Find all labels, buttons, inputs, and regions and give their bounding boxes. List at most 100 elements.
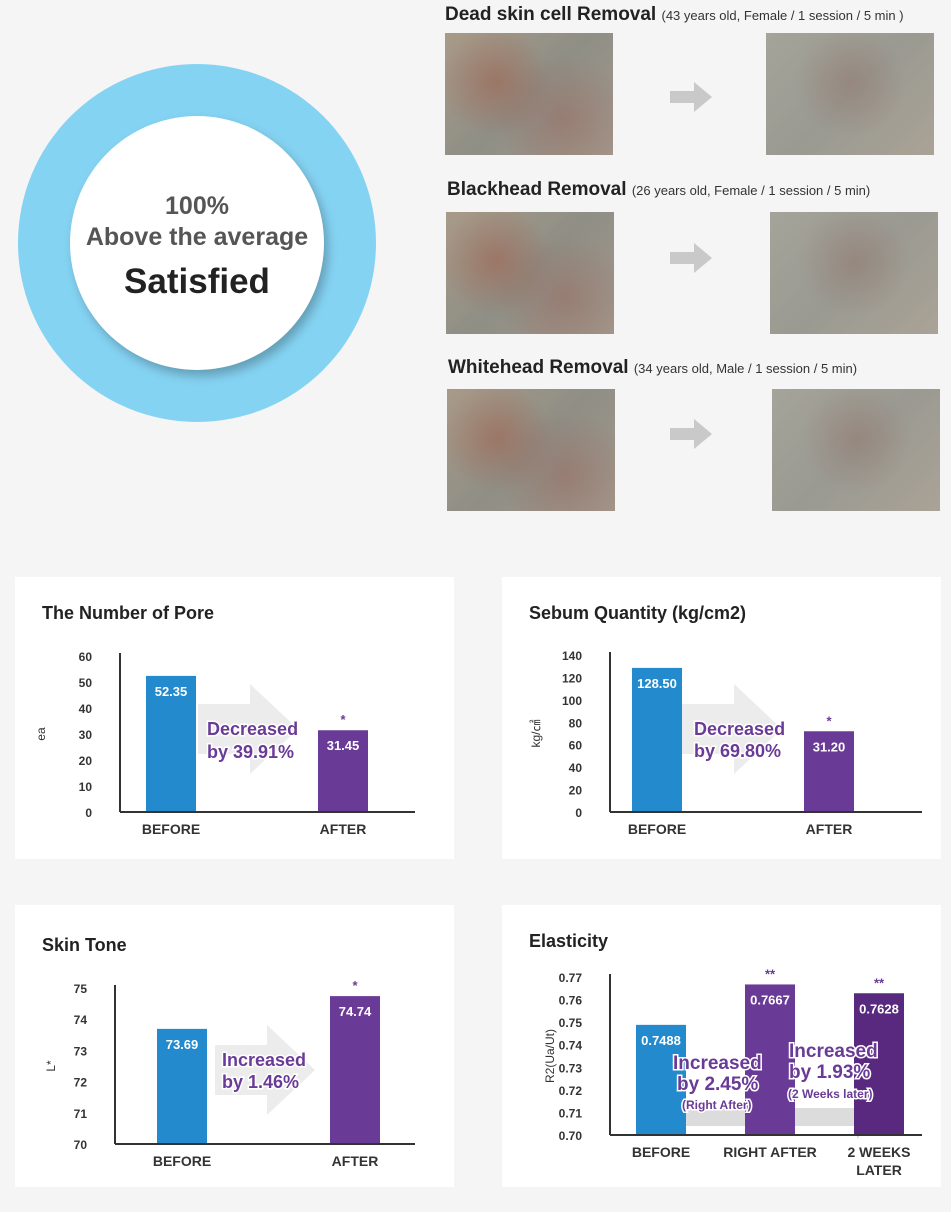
y-tick-label: 72 <box>74 1076 88 1090</box>
x-tick-label: AFTER <box>806 821 853 837</box>
y-tick-label: 0.70 <box>559 1129 583 1143</box>
y-tick-label: 10 <box>79 780 93 794</box>
satisfaction-percent: 100% <box>165 192 229 220</box>
after-photo <box>766 33 934 155</box>
y-tick-label: 0 <box>85 806 92 820</box>
change-annotation: (2 Weeks later) <box>788 1087 873 1101</box>
treatment-title: Blackhead Removal (26 years old, Female … <box>447 179 870 201</box>
bar-1 <box>330 996 380 1144</box>
x-tick-label: RIGHT AFTER <box>723 1144 817 1160</box>
bar-value-label: 0.7488 <box>641 1033 681 1048</box>
treatment-name: Whitehead Removal <box>448 357 629 378</box>
before-photo <box>445 33 613 155</box>
y-tick-label: 71 <box>74 1107 88 1121</box>
bar-0 <box>157 1028 207 1144</box>
after-photo <box>772 389 940 511</box>
bar-0 <box>632 667 682 812</box>
satisfaction-badge: 100% Above the average Satisfied <box>70 116 324 370</box>
chart-title: Sebum Quantity (kg/cm2) <box>529 603 747 623</box>
y-tick-label: 0.77 <box>559 971 583 985</box>
y-tick-label: 30 <box>79 728 93 742</box>
bar-value-label: 0.7667 <box>750 992 790 1007</box>
y-tick-label: 0 <box>575 806 582 820</box>
y-tick-label: 100 <box>562 694 582 708</box>
bar-value-label: 0.7628 <box>859 1001 899 1016</box>
treatment-name: Blackhead Removal <box>447 179 627 200</box>
bar-value-label: 31.20 <box>813 739 846 754</box>
y-axis-label: L* <box>44 1060 58 1072</box>
bar-value-label: 73.69 <box>166 1037 199 1052</box>
bar-1 <box>318 730 368 812</box>
y-tick-label: 74 <box>74 1013 88 1027</box>
bar-1 <box>745 984 795 1135</box>
treatment-title: Dead skin cell Removal (43 years old, Fe… <box>445 4 904 26</box>
chart-title: Skin Tone <box>42 935 127 955</box>
change-annotation: by 2.45% <box>677 1074 758 1095</box>
y-tick-label: 60 <box>569 739 583 753</box>
y-tick-label: 70 <box>74 1138 88 1152</box>
change-arrow <box>682 684 782 774</box>
x-tick-label: BEFORE <box>153 1153 211 1169</box>
change-arrow <box>215 1025 315 1115</box>
bar-1 <box>804 731 854 812</box>
significance-mark: ** <box>765 966 776 981</box>
treatment-name: Dead skin cell Removal <box>445 4 657 25</box>
change-annotation: by 39.91% <box>207 742 294 762</box>
y-tick-label: 40 <box>79 702 93 716</box>
bar-value-label: 52.35 <box>155 684 188 699</box>
change-annotation: by 69.80% <box>694 741 781 761</box>
change-annotation: Decreased <box>694 719 785 739</box>
elasticity-chart: 0.7488 BEFORE 0.7667 ** RIGHT AFTER 0.7628 ** 2… <box>543 966 922 1178</box>
satisfaction-label: Above the average <box>85 223 309 251</box>
y-tick-label: 0.76 <box>559 994 583 1008</box>
y-tick-label: 120 <box>562 671 582 685</box>
y-tick-label: 0.72 <box>559 1084 583 1098</box>
change-annotation: Increased <box>789 1041 878 1062</box>
change-annotation: by 1.46% <box>222 1072 299 1092</box>
x-tick-label: BEFORE <box>632 1144 690 1160</box>
change-annotation: Decreased <box>207 719 298 739</box>
bar-0 <box>636 1024 686 1135</box>
significance-mark: * <box>352 978 358 993</box>
bar-value-label: 74.74 <box>339 1004 372 1019</box>
chart-title: Elasticity <box>529 931 609 951</box>
y-tick-label: 73 <box>74 1044 88 1058</box>
change-annotation: Increased <box>222 1050 306 1070</box>
y-tick-label: 0.75 <box>559 1016 583 1030</box>
sebum-chart: 128.50 BEFORE 31.20 * AFTER 0 20 40 60 80 100 120 14… <box>529 649 922 837</box>
chart-title: The Number of Pore <box>42 603 215 623</box>
y-tick-label: 80 <box>569 716 583 730</box>
before-photo <box>447 389 615 511</box>
sebum-chart-card: Sebum Quantity (kg/cm2) 128.50 BEFORE 31.20… <box>502 577 941 859</box>
x-tick-label: BEFORE <box>628 821 686 837</box>
bar-0 <box>146 675 196 812</box>
skin-tone-chart-card: Skin Tone 73.69 BEFORE 74.74 * AFTER 70 71 72 73 7… <box>15 905 454 1187</box>
y-tick-label: 20 <box>569 784 583 798</box>
bar-value-label: 31.45 <box>327 738 360 753</box>
treatment-detail: (26 years old, Female / 1 session / 5 mi… <box>631 183 871 198</box>
y-tick-label: 20 <box>79 754 93 768</box>
change-annotation: (Right After) <box>682 1098 752 1112</box>
x-tick-label: LATER <box>856 1162 902 1178</box>
y-axis-label: ea <box>34 727 48 741</box>
y-tick-label: 140 <box>562 649 582 663</box>
y-tick-label: 60 <box>79 650 93 664</box>
x-tick-label: BEFORE <box>142 821 200 837</box>
after-photo <box>770 212 938 334</box>
y-tick-label: 0.71 <box>559 1106 583 1120</box>
change-arrow <box>198 684 298 774</box>
pore-chart: 52.35 BEFORE 31.45 * AFTER 0 10 20 30 40 50 60 ea Dec… <box>34 650 415 837</box>
change-annotation: Increased <box>673 1053 762 1074</box>
before-photo <box>446 212 614 334</box>
y-tick-label: 40 <box>569 761 583 775</box>
y-tick-label: 75 <box>74 982 88 996</box>
y-axis-label: kg/㎠ <box>529 719 543 747</box>
significance-mark: * <box>826 713 832 728</box>
x-tick-label: AFTER <box>320 821 367 837</box>
pore-chart-card: The Number of Pore 52.35 BEFORE 31.45 * AFTER… <box>15 577 454 859</box>
x-tick-label: 2 WEEKS <box>847 1144 910 1160</box>
bar-value-label: 128.50 <box>637 676 677 691</box>
y-axis-label: R2(Ua/Ut) <box>543 1029 557 1083</box>
change-annotation: by 1.93% <box>789 1062 870 1083</box>
